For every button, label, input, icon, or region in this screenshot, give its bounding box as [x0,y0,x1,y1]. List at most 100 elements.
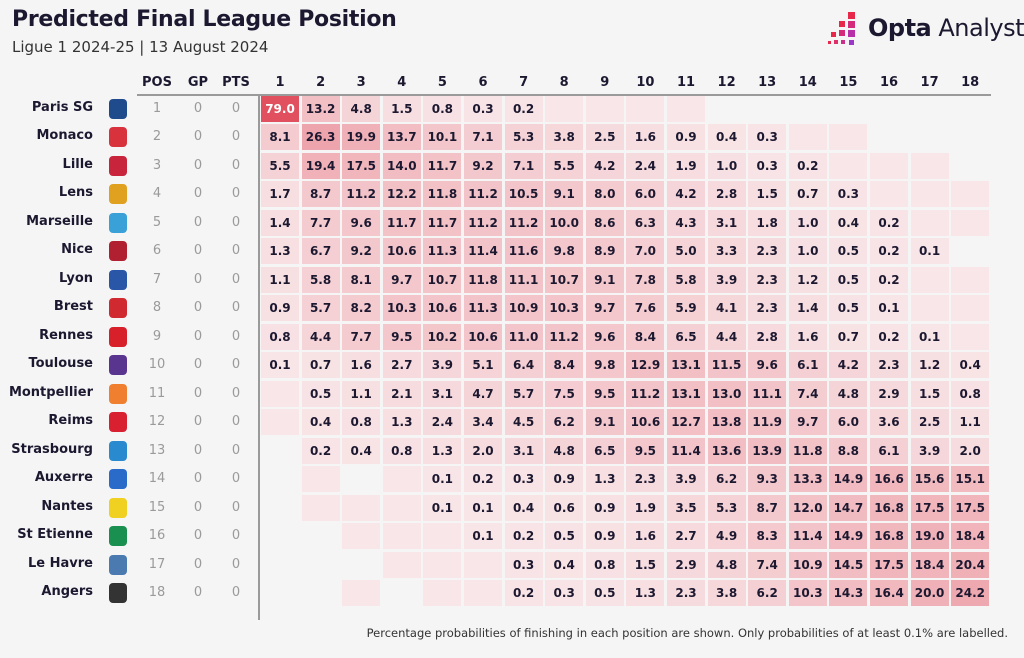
heatmap-cell: 11.3 [464,295,502,322]
column-header-position: 9 [600,75,610,90]
heatmap-cell [910,181,949,208]
heatmap-cell: 0.4 [545,551,584,578]
reims-crest-icon [109,412,127,433]
page-subtitle: Ligue 1 2024-25 | 13 August 2024 [12,38,269,56]
heatmap-cell: 13.8 [707,409,746,436]
nantes-crest-icon [109,497,127,518]
stat-pos: 2 [152,129,162,145]
heatmap-cell: 79.0 [261,96,299,122]
heatmap-cell: 4.8 [829,380,868,407]
heatmap-cell: 0.1 [870,295,908,322]
heatmap-cell: 1.0 [788,238,827,265]
column-header-position: 13 [758,75,777,90]
heatmap-cell: 10.5 [504,181,543,208]
heatmap-cell: 13.3 [788,466,827,493]
heatmap-cell: 8.6 [585,209,624,236]
stat-pts: 0 [231,186,241,202]
heatmap-cell [382,466,421,493]
heatmap-cell: 2.5 [910,409,949,436]
heatmap-cell: 2.4 [626,152,665,179]
heatmap-cell: 9.2 [464,152,502,179]
heatmap-cell: 6.3 [626,209,665,236]
heatmap-cell [667,96,705,122]
stat-pts: 0 [231,157,241,173]
team-name: Brest [53,299,93,315]
heatmap-cell: 4.1 [707,295,746,322]
stat-gp: 0 [193,271,203,287]
lens-crest-icon [109,184,127,205]
heatmap-cell: 2.3 [748,238,787,265]
heatmap-cell: 5.7 [504,380,543,407]
table-divider [258,95,260,620]
heatmap-cell: 6.2 [545,409,584,436]
heatmap-cell: 7.1 [504,152,543,179]
nice-crest-icon [109,241,127,262]
column-header-gp: GP [187,75,209,90]
heatmap-cell: 9.7 [788,409,827,436]
heatmap-cell: 0.9 [585,523,624,550]
heatmap-cell: 3.3 [707,238,746,265]
heatmap-cell: 9.1 [545,181,584,208]
heatmap-cell: 16.8 [870,523,908,550]
heatmap-cell: 5.0 [667,238,705,265]
heatmap-cell: 1.0 [707,152,746,179]
heatmap-cell: 12.0 [788,494,827,521]
stat-pos: 9 [152,328,162,344]
heatmap-cell: 0.5 [829,238,868,265]
heatmap-cell: 0.3 [464,96,502,122]
heatmap-cell [951,181,990,208]
heatmap-cell: 6.2 [748,579,787,606]
stat-pos: 5 [152,214,162,230]
heatmap-cell: 9.6 [585,323,624,350]
heatmap-cell: 3.1 [504,437,543,464]
heatmap-cell: 9.1 [585,409,624,436]
heatmap-cell: 11.4 [667,437,705,464]
heatmap-cell: 1.3 [382,409,421,436]
stat-pts: 0 [231,471,241,487]
team-name: Monaco [36,128,93,144]
column-header-position: 1 [275,75,285,90]
heatmap-cell: 8.7 [301,181,340,208]
heatmap-cell: 18.4 [910,551,949,578]
heatmap-cell: 7.0 [626,238,665,265]
heatmap-cell: 5.3 [504,124,543,151]
stat-gp: 0 [193,243,203,259]
heatmap-cell: 1.1 [261,266,299,293]
heatmap-cell: 8.2 [342,295,381,322]
stat-gp: 0 [193,528,203,544]
heatmap-cell: 26.3 [301,124,340,151]
heatmap-cell: 0.6 [545,494,584,521]
stat-gp: 0 [193,442,203,458]
heatmap-cell: 0.5 [585,579,624,606]
heatmap-cell: 16.6 [870,466,908,493]
stat-pts: 0 [231,101,241,116]
stat-pos: 1 [152,101,162,116]
heatmap-cell: 24.2 [951,579,990,606]
heatmap-cell: 19.4 [301,152,340,179]
heatmap-cell: 6.7 [301,238,340,265]
heatmap-cell: 11.6 [504,238,543,265]
stat-pos: 16 [148,528,166,544]
heatmap-cell: 7.7 [342,323,381,350]
stat-pos: 6 [152,243,162,259]
heatmap-cell: 0.3 [545,579,584,606]
heatmap-cell: 6.1 [870,437,908,464]
stat-gp: 0 [193,414,203,430]
heatmap-cell [910,209,949,236]
heatmap-cell: 0.3 [748,152,787,179]
stat-pts: 0 [231,357,241,373]
heatmap-cell: 2.9 [667,551,705,578]
stat-gp: 0 [193,471,203,487]
heatmap-cell: 3.6 [870,409,908,436]
heatmap-cell: 11.1 [504,266,543,293]
stat-gp: 0 [193,214,203,230]
heatmap-cell: 1.6 [626,523,665,550]
heatmap-cell: 7.4 [748,551,787,578]
heatmap-cell: 9.5 [382,323,421,350]
stat-pts: 0 [231,271,241,287]
heatmap-cell: 3.1 [423,380,462,407]
heatmap-cell: 10.3 [382,295,421,322]
heatmap-cell: 5.7 [301,295,340,322]
heatmap-cell: 1.8 [748,209,787,236]
heatmap-cell: 0.2 [788,152,827,179]
